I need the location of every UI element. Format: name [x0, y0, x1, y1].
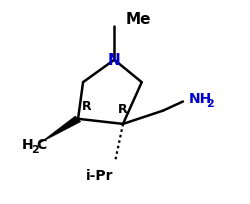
Text: N: N — [108, 53, 120, 68]
Text: 2: 2 — [205, 98, 213, 108]
Text: Me: Me — [125, 11, 150, 26]
Text: H: H — [22, 137, 34, 152]
Text: 2: 2 — [31, 144, 39, 154]
Text: i-Pr: i-Pr — [85, 168, 112, 182]
Text: R: R — [118, 102, 127, 115]
Text: NH: NH — [188, 92, 212, 106]
Text: R: R — [82, 100, 91, 113]
Text: C: C — [36, 137, 46, 152]
Polygon shape — [39, 116, 80, 144]
